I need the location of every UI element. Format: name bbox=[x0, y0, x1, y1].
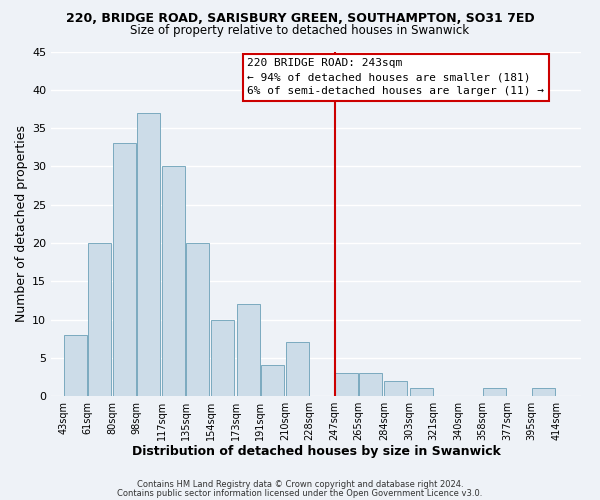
Bar bbox=[410, 388, 433, 396]
Text: Size of property relative to detached houses in Swanwick: Size of property relative to detached ho… bbox=[130, 24, 470, 37]
X-axis label: Distribution of detached houses by size in Swanwick: Distribution of detached houses by size … bbox=[131, 444, 500, 458]
Bar bbox=[64, 335, 86, 396]
Bar bbox=[113, 144, 136, 396]
Bar bbox=[286, 342, 309, 396]
Bar bbox=[359, 373, 382, 396]
Bar bbox=[211, 320, 235, 396]
Text: Contains public sector information licensed under the Open Government Licence v3: Contains public sector information licen… bbox=[118, 488, 482, 498]
Bar bbox=[137, 113, 160, 396]
Bar bbox=[237, 304, 260, 396]
Text: 220, BRIDGE ROAD, SARISBURY GREEN, SOUTHAMPTON, SO31 7ED: 220, BRIDGE ROAD, SARISBURY GREEN, SOUTH… bbox=[65, 12, 535, 26]
Bar bbox=[88, 243, 110, 396]
Text: Contains HM Land Registry data © Crown copyright and database right 2024.: Contains HM Land Registry data © Crown c… bbox=[137, 480, 463, 489]
Bar bbox=[162, 166, 185, 396]
Y-axis label: Number of detached properties: Number of detached properties bbox=[15, 126, 28, 322]
Bar bbox=[335, 373, 358, 396]
Bar bbox=[385, 381, 407, 396]
Bar bbox=[260, 366, 284, 396]
Bar bbox=[186, 243, 209, 396]
Text: 220 BRIDGE ROAD: 243sqm
← 94% of detached houses are smaller (181)
6% of semi-de: 220 BRIDGE ROAD: 243sqm ← 94% of detache… bbox=[247, 58, 544, 96]
Bar bbox=[483, 388, 506, 396]
Bar bbox=[532, 388, 555, 396]
